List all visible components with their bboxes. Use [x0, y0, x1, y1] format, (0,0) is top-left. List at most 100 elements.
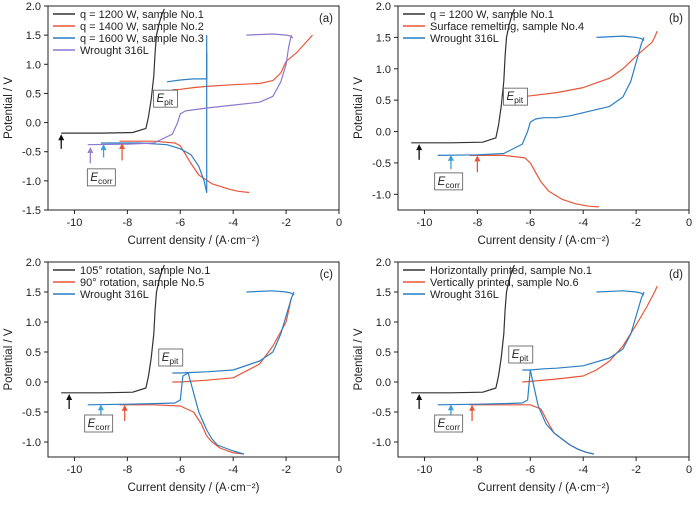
series-line [100, 35, 208, 194]
annotation-main: E [88, 418, 96, 430]
annotation-main: E [438, 418, 446, 430]
series-line [119, 140, 250, 194]
panel-b: -10 -8 -6 -4 -2 0 -1.0 -0.5 0.0 0.5 1.0 1.5 2.0 Curre… [353, 1, 692, 247]
x-tick-label: -6 [175, 217, 185, 229]
annotation-text: Ecorr [90, 172, 112, 186]
panel-label: (c) [320, 269, 334, 281]
annotation-sub: pit [514, 95, 524, 105]
annotation-corr: Ecorr [434, 414, 464, 433]
x-tick-label: -4 [228, 217, 238, 229]
annotation-sub: pit [169, 356, 179, 366]
y-tick-label: 1.0 [376, 317, 391, 329]
legend-entry: Surface remelting, sample No.4 [430, 21, 584, 33]
annotation-main: E [512, 349, 520, 361]
x-tick-label: -10 [417, 217, 433, 229]
annotation-sub: corr [98, 176, 113, 186]
y-tick-label: 0.5 [376, 347, 391, 359]
legend-entry: Wrought 316L [80, 45, 149, 57]
y-tick-label: 2.0 [376, 257, 391, 269]
series-line [172, 291, 295, 374]
annotation-box [158, 348, 184, 367]
annotation-main: E [90, 172, 98, 184]
annotation-text: Ecorr [438, 418, 460, 432]
ecorr-arrow-head [87, 147, 94, 154]
series-group [411, 8, 658, 208]
legend-entry: q = 1200 W, sample No.1 [80, 9, 204, 21]
annotation-main: E [438, 176, 446, 188]
plot-frame [47, 261, 340, 458]
annotation-text: Epit [506, 91, 523, 105]
annotation-box [86, 168, 116, 187]
series-line [522, 285, 658, 383]
ecorr-arrow-head [58, 134, 65, 141]
series-line [469, 404, 594, 455]
y-tick-label: 1.5 [26, 287, 41, 299]
y-tick-label: 0.0 [26, 118, 41, 130]
annotation-sub: pit [164, 97, 174, 107]
x-tick-label: 0 [686, 217, 692, 229]
annotation-box [434, 172, 464, 191]
annotation-text: Epit [156, 93, 173, 107]
x-tick-label: -6 [175, 464, 185, 476]
annotation-sub: corr [445, 180, 460, 190]
series-line [469, 154, 600, 208]
annotation-box [503, 87, 528, 106]
annotation-pit: Epit [158, 348, 184, 367]
y-tick-label: 1.5 [376, 287, 391, 299]
legend-entry: Horizontally printed, sample No.1 [430, 265, 592, 277]
annotation-text: Epit [162, 352, 179, 366]
x-tick-label: -8 [472, 464, 482, 476]
x-tick-label: 0 [336, 217, 342, 229]
panel-label: (d) [669, 269, 683, 281]
annotation-text: Epit [512, 349, 529, 363]
series-line [246, 33, 294, 39]
series-line [596, 290, 645, 296]
legend-entry: q = 1200 W, sample No.1 [430, 9, 554, 21]
y-axis-label: Potential / V [3, 77, 15, 139]
legend: 105° rotation, sample No.190° rotation, … [53, 265, 210, 301]
ecorr-arrow-head [66, 394, 73, 400]
y-tick-label: 0.5 [26, 347, 41, 359]
ecorr-arrow-head [447, 404, 454, 411]
ecorr-arrow-head [416, 394, 423, 400]
y-tick-label: -1.0 [22, 437, 41, 449]
x-tick-label: -4 [578, 217, 588, 229]
y-tick-label: 1.0 [376, 64, 391, 76]
legend: Horizontally printed, sample No.1Vertica… [403, 265, 592, 301]
plot-frame [47, 5, 340, 211]
x-tick-label: -8 [472, 217, 482, 229]
y-tick-label: -1.0 [372, 189, 391, 201]
x-axis-label: Current density / (A·cm⁻²) [478, 482, 610, 494]
y-tick-label: -0.5 [372, 407, 391, 419]
x-tick-label: -4 [228, 464, 238, 476]
series-line [166, 52, 208, 83]
annotation-sub: pit [519, 353, 529, 363]
series-line [437, 369, 594, 455]
series-line [172, 34, 313, 91]
legend-entry: Wrought 316L [80, 289, 149, 301]
y-axis-label: Potential / V [353, 77, 365, 139]
y-tick-label: 1.0 [26, 317, 41, 329]
annotation-corr: Ecorr [84, 414, 114, 433]
x-tick-label: 0 [686, 464, 692, 476]
series-line [119, 404, 244, 455]
y-tick-label: 0.0 [376, 127, 391, 139]
x-tick-label: -8 [122, 217, 132, 229]
y-tick-label: 2.0 [26, 1, 41, 13]
legend-entry: 90° rotation, sample No.5 [80, 277, 204, 289]
annotation-box [508, 345, 534, 364]
x-tick-label: -4 [578, 464, 588, 476]
annotation-sub: corr [95, 422, 110, 432]
ecorr-arrow-head [121, 404, 128, 411]
ecorr-arrow-head [469, 404, 476, 411]
x-tick-label: -2 [631, 217, 641, 229]
panel-label: (b) [669, 13, 683, 25]
y-tick-label: 2.0 [376, 1, 391, 13]
x-axis-label: Current density / (A·cm⁻²) [128, 482, 260, 494]
x-tick-label: -2 [281, 217, 291, 229]
x-tick-label: 0 [336, 464, 342, 476]
legend-entry: Wrought 316L [430, 289, 499, 301]
y-tick-label: -0.5 [372, 158, 391, 170]
